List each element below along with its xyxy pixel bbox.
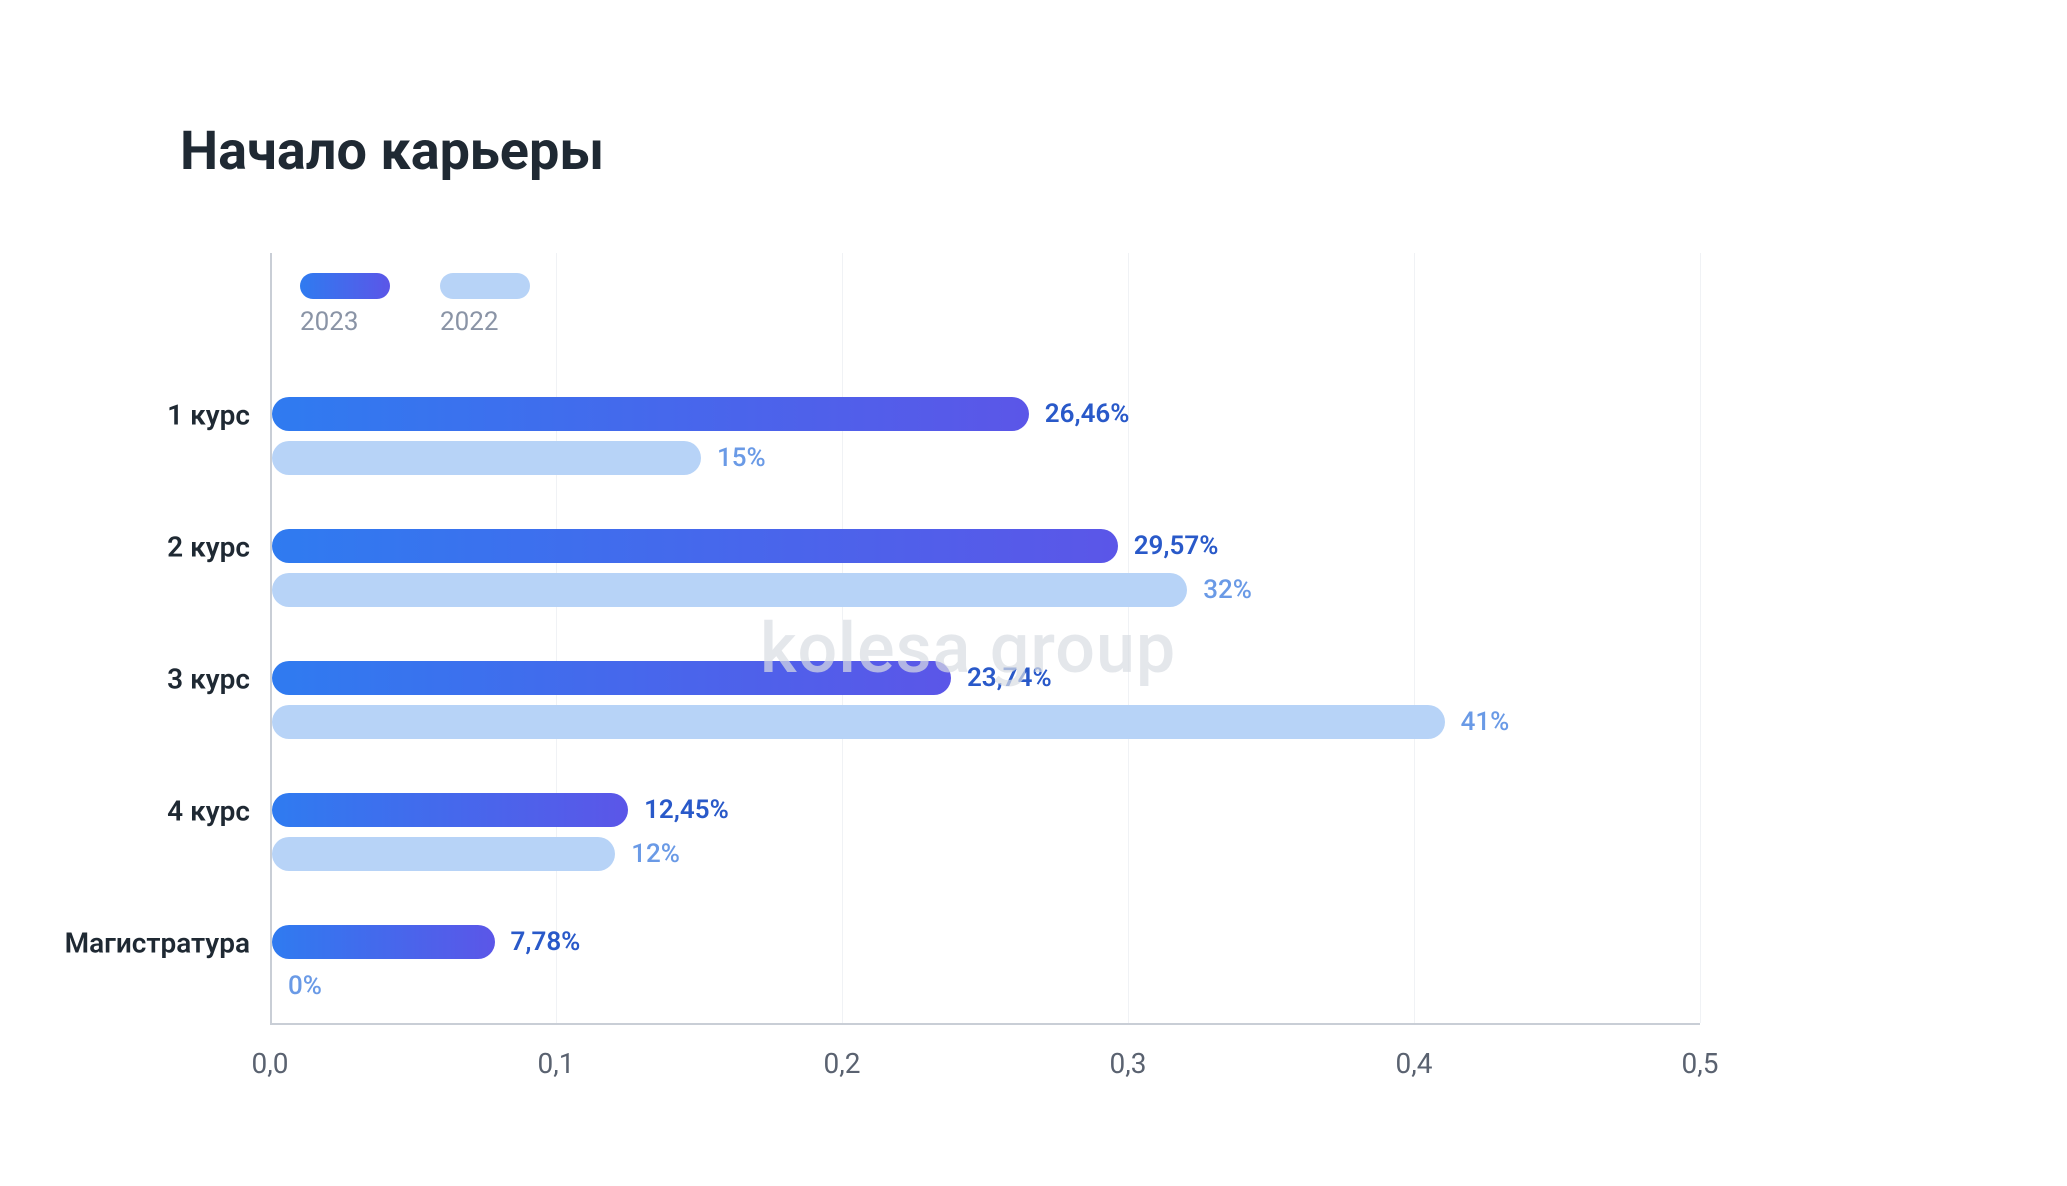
bar-value-2023: 26,46%: [1045, 399, 1130, 429]
legend-swatch: [440, 273, 530, 299]
legend-label: 2023: [300, 307, 358, 337]
gridline: [1700, 253, 1701, 1023]
category-group: 4 курс12,45%12%: [270, 793, 1820, 871]
legend: 2023 2022: [300, 273, 530, 337]
y-axis: [270, 253, 272, 1023]
bar-value-2023: 7,78%: [511, 927, 581, 957]
legend-item-2023: 2023: [300, 273, 390, 337]
category-group: Магистратура7,78%0%: [270, 925, 1820, 1003]
x-axis: [270, 1023, 1700, 1025]
gridline: [1414, 253, 1415, 1023]
legend-item-2022: 2022: [440, 273, 530, 337]
category-group: 3 курс23,74%41%: [270, 661, 1820, 739]
category-group: 2 курс29,57%32%: [270, 529, 1820, 607]
x-tick-label: 0,0: [252, 1047, 289, 1080]
category-label: 3 курс: [167, 663, 270, 696]
gridline: [556, 253, 557, 1023]
bar-value-2022: 41%: [1461, 707, 1510, 737]
bar-2023: [272, 397, 1029, 431]
x-tick-label: 0,5: [1682, 1047, 1719, 1080]
bar-2023: [272, 793, 628, 827]
bar-value-2023: 23,74%: [967, 663, 1052, 693]
bar-value-2022: 32%: [1203, 575, 1252, 605]
x-tick-label: 0,1: [538, 1047, 575, 1080]
category-label: 4 курс: [167, 795, 270, 828]
chart-area: 0,00,10,20,30,40,5202320221 курс26,46%15…: [270, 253, 1820, 1103]
bar-2022: [272, 441, 701, 475]
bar-value-2023: 29,57%: [1134, 531, 1219, 561]
bar-2023: [272, 661, 951, 695]
bar-value-2022: 0%: [288, 971, 322, 1001]
bar-value-2023: 12,45%: [644, 795, 729, 825]
bar-2022: [272, 573, 1187, 607]
x-tick-label: 0,3: [1110, 1047, 1147, 1080]
x-tick-label: 0,4: [1396, 1047, 1433, 1080]
bar-2023: [272, 925, 495, 959]
category-label: 1 курс: [167, 399, 270, 432]
bar-2022: [272, 837, 615, 871]
category-label: 2 курс: [167, 531, 270, 564]
chart-title: Начало карьеры: [180, 120, 1880, 183]
category-label: Магистратура: [65, 927, 270, 960]
bar-2022: [272, 705, 1445, 739]
category-group: 1 курс26,46%15%: [270, 397, 1820, 475]
bar-value-2022: 12%: [631, 839, 680, 869]
gridline: [1128, 253, 1129, 1023]
bar-2023: [272, 529, 1118, 563]
x-tick-label: 0,2: [824, 1047, 861, 1080]
legend-label: 2022: [440, 307, 498, 337]
bar-value-2022: 15%: [717, 443, 766, 473]
legend-swatch: [300, 273, 390, 299]
gridline: [842, 253, 843, 1023]
